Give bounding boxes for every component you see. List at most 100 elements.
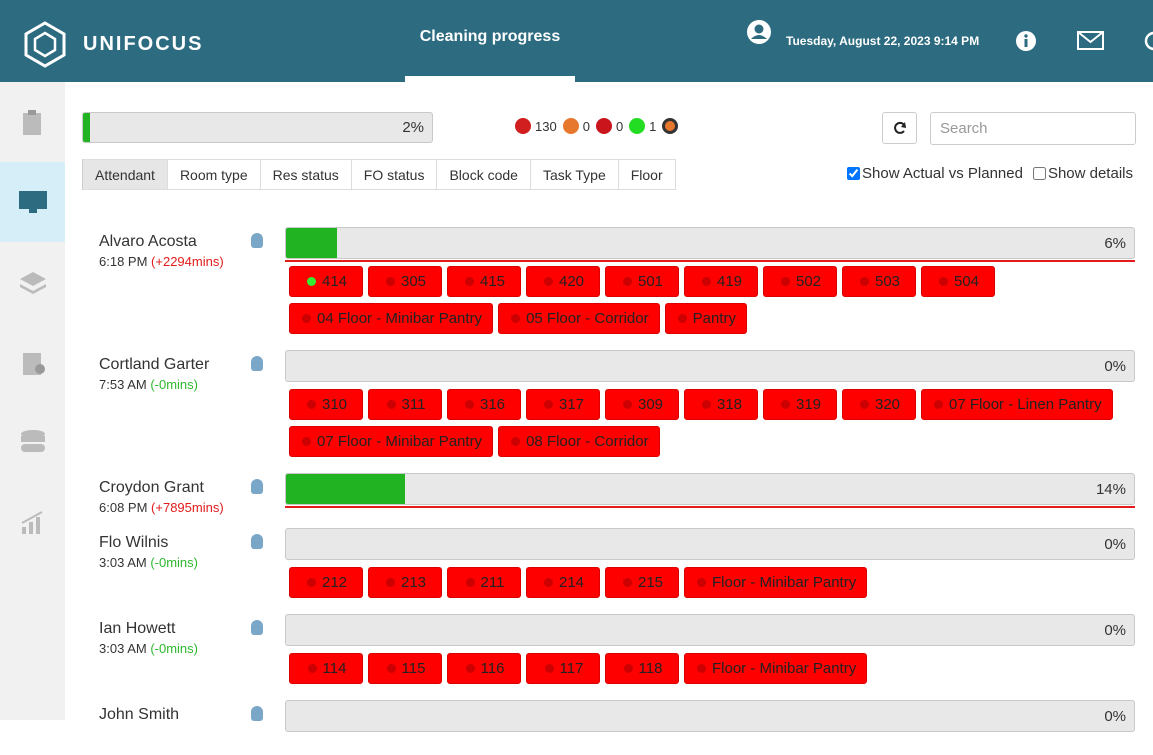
task-chip[interactable]: 419 [684,266,758,297]
attendant-name: Cortland Garter [99,356,210,373]
task-chip[interactable]: 117 [526,653,600,684]
task-dot [780,277,790,286]
task-label: 319 [795,396,822,413]
attendant-row: Alvaro Acosta 6:18 PM (+2294mins) 6% 414 305… [82,227,1142,334]
search-input[interactable]: Search [930,112,1136,145]
task-label: 503 [874,273,901,290]
option[interactable]: Show Actual vs Planned [847,165,1023,182]
task-chip[interactable]: 118 [605,653,679,684]
sidebar [0,82,65,720]
task-dot [622,277,632,286]
task-chip[interactable]: 310 [289,389,363,420]
attendant-icon[interactable] [251,233,263,248]
task-dot [677,314,687,323]
time-delta: (+7895mins) [151,500,224,515]
task-chip[interactable]: 311 [368,389,442,420]
task-dot [543,277,553,286]
task-label: Pantry [692,310,736,327]
task-chip[interactable]: 503 [842,266,916,297]
mail-button[interactable] [1077,31,1104,50]
task-chip[interactable]: 07 Floor - Minibar Pantry [289,426,494,457]
option[interactable]: Show details [1032,165,1133,182]
task-label: 215 [637,574,664,591]
tab[interactable]: Attendant [82,159,168,190]
overall-progress-label: 2% [402,119,424,136]
task-chip[interactable]: 501 [605,266,679,297]
info-button[interactable] [1015,30,1037,52]
task-chip[interactable]: 212 [289,567,363,598]
task-dot [464,277,474,286]
task-chip[interactable]: 420 [526,266,600,297]
task-chip[interactable]: 08 Floor - Corridor [498,426,660,457]
tab[interactable]: Room type [167,159,261,190]
task-chip[interactable]: 415 [447,266,521,297]
task-chip[interactable]: 115 [368,653,442,684]
task-chip[interactable]: 502 [763,266,837,297]
task-label: 501 [637,273,664,290]
task-label: 118 [638,660,663,677]
attendant-info: Cortland Garter 7:53 AM (-0mins) [99,356,209,392]
nav-reports[interactable] [0,322,65,402]
attendant-icon[interactable] [251,620,263,635]
task-chip[interactable]: 114 [289,653,363,684]
task-dot [543,400,553,409]
progress-fill [286,474,405,504]
task-label: 419 [716,273,743,290]
nav-analytics[interactable] [0,482,65,562]
task-chip[interactable]: 116 [447,653,521,684]
task-chip[interactable]: 07 Floor - Linen Pantry [921,389,1113,420]
option-label: Show Actual vs Planned [862,165,1023,182]
tab[interactable]: Floor [618,159,676,190]
task-label: 311 [401,396,426,413]
task-dot [934,400,943,409]
progress-label: 6% [1104,234,1126,252]
task-chip[interactable]: 211 [447,567,521,598]
task-chip[interactable]: 05 Floor - Corridor [498,303,660,334]
attendant-time: 6:08 PM (+7895mins) [99,500,224,515]
task-chip[interactable]: 319 [763,389,837,420]
task-chip[interactable]: Pantry [664,303,747,334]
attendant-icon[interactable] [251,706,263,721]
tab[interactable]: Block code [437,159,531,190]
progress-label: 14% [1095,480,1126,498]
task-chip[interactable]: 214 [526,567,600,598]
refresh-button[interactable] [882,112,917,144]
task-chip[interactable]: 504 [921,266,995,297]
task-chip[interactable]: Floor - Minibar Pantry [684,567,868,598]
task-chip[interactable]: 213 [368,567,442,598]
nav-monitor[interactable] [0,162,65,242]
option-checkbox[interactable] [1032,167,1046,180]
tab[interactable]: FO status [351,159,438,190]
status-count: 0 [582,118,590,134]
attendant-info: Ian Howett 3:03 AM (-0mins) [99,620,198,656]
nav-layers[interactable] [0,242,65,322]
task-label: 07 Floor - Minibar Pantry [317,433,483,450]
task-chip[interactable]: 309 [605,389,679,420]
option-checkbox[interactable] [847,167,860,180]
task-chip[interactable]: 04 Floor - Minibar Pantry [289,303,494,334]
task-chip[interactable]: 316 [447,389,521,420]
attendant-icon[interactable] [251,479,263,494]
task-dot [622,578,632,587]
task-chip[interactable]: 317 [526,389,600,420]
task-label: 212 [321,574,348,591]
tab[interactable]: Res status [260,159,352,190]
nav-tasks[interactable] [0,82,65,162]
task-label: 05 Floor - Corridor [526,310,649,327]
task-chip[interactable]: 414 [289,266,363,297]
user-icon[interactable] [747,20,771,44]
task-label: 309 [637,396,664,413]
task-label: 317 [558,396,585,413]
nav-database[interactable] [0,402,65,482]
attendant-icon[interactable] [251,534,263,549]
tab[interactable]: Task Type [530,159,619,190]
task-chip[interactable]: 305 [368,266,442,297]
logout-button[interactable] [1143,30,1153,52]
task-chip[interactable]: 320 [842,389,916,420]
task-chip[interactable]: 318 [684,389,758,420]
task-chip[interactable]: 215 [605,567,679,598]
task-dot [386,400,396,409]
task-label: 414 [321,273,348,290]
task-chip[interactable]: Floor - Minibar Pantry [684,653,868,684]
attendant-icon[interactable] [251,356,263,371]
